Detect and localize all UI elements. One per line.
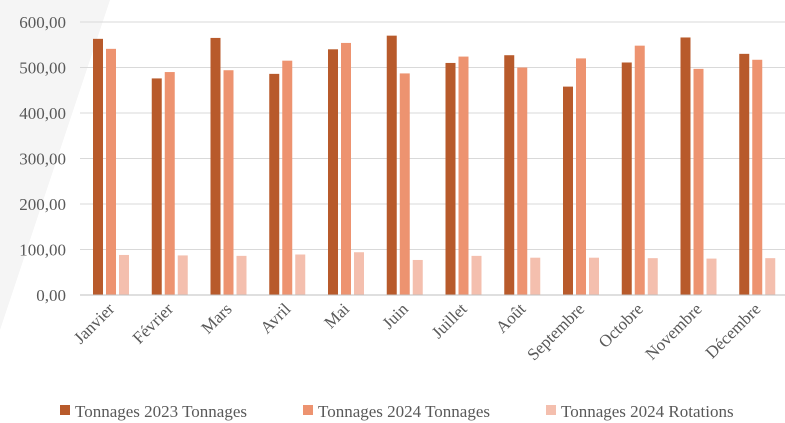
bars [93,35,776,296]
category-label: Août [492,299,530,337]
bar [177,255,188,295]
bar [530,257,541,295]
bar [517,67,528,295]
category-labels: Janvier Février Mars Avril Mai Juin Juillet Aoû… [70,299,764,364]
bar [295,254,306,295]
legend-item: Tonnages 2023 Tonnages [60,402,247,421]
category-label: Avril [257,299,295,337]
legend-item: Tonnages 2024 Rotations [546,402,734,421]
legend-swatch [303,405,313,415]
y-tick-label: 400,00 [19,104,66,123]
bar [765,258,776,295]
y-tick-label: 500,00 [19,59,66,78]
category-label: Juillet [428,299,471,342]
category-label: Septembre [523,299,588,364]
category-label: Mai [320,299,353,332]
legend-label: Tonnages 2024 Rotations [561,402,734,421]
bar [634,45,645,295]
gridlines [80,21,785,250]
bar [354,252,364,295]
bar [471,255,482,295]
bar [236,255,247,295]
bar [341,42,351,296]
legend-swatch [546,405,556,415]
bar [680,37,691,295]
y-tick-label: 0,00 [36,286,66,305]
bar [119,254,129,295]
y-tick-label: 200,00 [19,195,66,214]
bar [223,70,234,295]
legend-item: Tonnages 2024 Tonnages [303,402,490,421]
y-tick-label: 100,00 [19,241,66,260]
y-tick-label: 300,00 [19,150,66,169]
y-axis-ticks: 0,00 100,00 200,00 300,00 400,00 500,00 600,00 [19,13,66,305]
bar [563,86,573,295]
category-label: Décembre [702,299,765,362]
bar [504,55,515,296]
bar [739,53,750,295]
category-label: Mars [198,299,236,337]
bar [458,56,469,295]
bar [399,73,410,295]
y-tick-label: 600,00 [19,13,66,32]
bar [589,257,599,295]
bar [106,48,116,295]
bar [752,59,763,295]
bar [210,37,221,296]
category-label: Janvier [70,299,118,347]
bar [328,49,338,295]
category-label: Février [129,299,177,347]
bar [386,35,397,296]
bar [93,38,103,296]
bar [164,72,175,295]
legend-label: Tonnages 2024 Tonnages [318,402,490,421]
category-label: Novembre [642,299,706,363]
legend: Tonnages 2023 Tonnages Tonnages 2024 Tonn… [60,402,734,421]
bar [647,258,658,295]
bar [269,73,280,296]
bar [693,68,704,296]
bar [282,60,293,295]
legend-swatch [60,405,70,415]
bar [445,62,456,296]
category-label: Octobre [595,299,647,351]
legend-label: Tonnages 2023 Tonnages [75,402,247,421]
bar [576,58,586,296]
corner-decoration [0,0,110,330]
bar [151,78,162,295]
bar [412,259,423,295]
category-label: Juin [378,299,412,333]
bar [706,258,717,295]
bar [621,62,632,296]
